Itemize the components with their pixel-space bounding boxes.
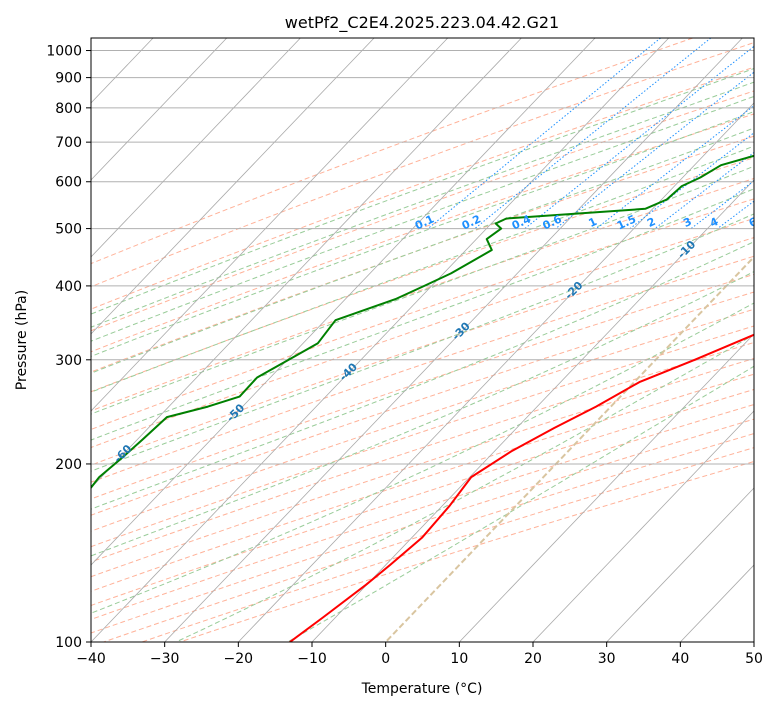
x-tick-label: −20 (224, 651, 254, 667)
dry-adiabat-line (91, 341, 754, 563)
x-tick-label: 50 (745, 651, 763, 667)
dry-adiabat-line (103, 433, 754, 642)
x-tick-label: −10 (297, 651, 327, 667)
x-tick-label: 30 (598, 651, 616, 667)
y-tick-label: 600 (55, 175, 82, 191)
mixing-ratio-line (690, 180, 754, 229)
moist-adiabat-line (91, 67, 754, 315)
mixing-ratio-line (474, 38, 712, 229)
moist-adiabat-line (91, 165, 754, 415)
isotherm-line (91, 38, 301, 258)
isotherm-line (459, 333, 754, 642)
dry-adiabat-line (91, 157, 754, 393)
isotherm-line (91, 38, 375, 335)
x-tick-label: −30 (150, 651, 180, 667)
isotherm-line (91, 38, 522, 489)
isotherm-line (311, 179, 754, 642)
background-lines (91, 38, 754, 642)
temperature-profile (289, 333, 754, 642)
y-tick-label: 300 (55, 353, 82, 369)
mixing-ratio-line (629, 132, 754, 229)
plot-frame (90, 37, 755, 643)
moist-adiabat-line (91, 271, 754, 557)
moist-adiabat-line (91, 127, 754, 374)
y-tick-label: 500 (55, 222, 82, 238)
line-labels: 0.10.20.40.611.52346810131620253036-100-… (111, 212, 760, 465)
isotherm-line (238, 102, 754, 642)
moist-adiabat-line (91, 95, 754, 342)
y-tick-label: 100 (55, 635, 82, 651)
isotherm-line (164, 38, 743, 642)
data-series (91, 154, 754, 642)
dry-adiabat-line (91, 388, 754, 607)
y-tick-label: 700 (55, 135, 82, 151)
axes: −40 −30 −20 −10 0 10 20 30 40 50 100 200 300 400 500 60… (46, 44, 763, 667)
dry-adiabat-line (91, 113, 754, 353)
mixing-ratio-line (427, 38, 661, 229)
isotherm-line (91, 38, 670, 642)
moist-adiabat-line (91, 145, 754, 393)
x-tick-label: 0 (381, 651, 390, 667)
dry-adiabat-line (91, 357, 754, 578)
y-tick-label: 1000 (46, 44, 82, 60)
y-tick-label: 400 (55, 279, 82, 295)
isotherm-line (606, 487, 754, 642)
dry-adiabat-line (91, 90, 754, 332)
moist-adiabat-line (91, 188, 754, 441)
x-tick-label: 20 (524, 651, 542, 667)
dry-adiabat-line (91, 38, 693, 265)
mixing-ratio-label: 6 (747, 215, 760, 230)
moist-adiabat-line (175, 334, 754, 642)
y-tick-label: 800 (55, 101, 82, 117)
x-tick-label: 10 (450, 651, 468, 667)
dry-adiabat-line (91, 42, 754, 288)
x-tick-label: −40 (76, 651, 106, 667)
x-tick-label: 40 (671, 651, 689, 667)
chart-title: wetPf2_C2E4.2025.223.04.42.G21 (285, 13, 559, 33)
dry-adiabat-line (91, 373, 754, 592)
dry-adiabat-line (141, 447, 754, 642)
isotherm-line (384, 255, 754, 642)
dry-adiabat-line (91, 325, 754, 548)
dry-adiabat-line (179, 460, 754, 642)
isotherm-line (532, 410, 754, 642)
dry-adiabat-line (91, 273, 754, 500)
dry-adiabat-line (91, 66, 754, 310)
y-tick-label: 200 (55, 457, 82, 473)
moist-adiabat-line (91, 81, 754, 328)
mixing-ratio-line (555, 71, 754, 229)
isotherm-line (91, 38, 228, 181)
y-tick-label: 900 (55, 71, 82, 87)
x-axis-label: Temperature (°C) (361, 681, 483, 697)
y-axis-label: Pressure (hPa) (14, 290, 30, 390)
dewpoint-profile (91, 154, 754, 490)
dry-adiabat-line (91, 291, 754, 516)
dry-adiabat-line (91, 308, 754, 532)
dry-adiabat-line (91, 198, 754, 430)
isotherm-line (91, 38, 449, 412)
isotherm-line (91, 38, 596, 566)
moist-adiabat-line (91, 111, 754, 357)
